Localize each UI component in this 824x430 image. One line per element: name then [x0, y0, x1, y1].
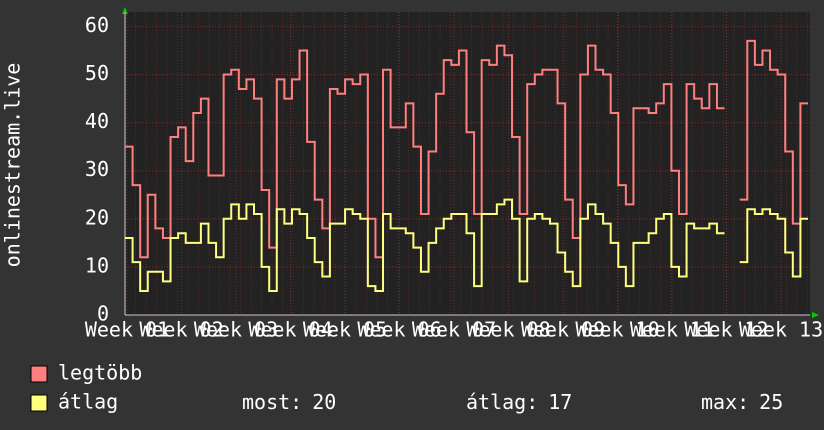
stat-value: 25 — [759, 390, 783, 414]
series-line — [739, 39, 808, 225]
stat-value: 20 — [312, 390, 336, 414]
x-tick-label: Week 07 — [412, 318, 496, 342]
legend-stat: átlag: 17 — [466, 390, 572, 414]
legend-label: legtöbb — [58, 361, 142, 385]
y-tick-label: 30 — [85, 157, 109, 181]
x-tick-label: Week 13 — [739, 318, 823, 342]
x-tick-label: Week 09 — [521, 318, 605, 342]
legend-label: átlag — [58, 390, 118, 414]
y-tick-label: 50 — [85, 61, 109, 85]
y-tick-label: 60 — [85, 13, 109, 37]
x-tick-label: Week 08 — [466, 318, 550, 342]
stat-label: most: — [242, 390, 302, 414]
stat-value: 17 — [548, 390, 572, 414]
series-line — [739, 208, 808, 278]
x-tick-label: Week 10 — [575, 318, 659, 342]
x-tick-label: Week 01 — [85, 318, 169, 342]
y-axis-label: onlinestream.live — [1, 63, 25, 268]
x-tick-label: Week 04 — [248, 318, 332, 342]
legend-stat: max: 25 — [701, 390, 783, 414]
stat-label: max: — [701, 390, 749, 414]
y-tick-label: 20 — [85, 205, 109, 229]
series-line — [125, 198, 725, 292]
legend-swatch — [30, 365, 48, 383]
y-tick-label: 0 — [97, 302, 109, 326]
x-tick-label: Week 06 — [357, 318, 441, 342]
x-tick-label: Week 03 — [194, 318, 278, 342]
y-tick-label: 10 — [85, 253, 109, 277]
stat-label: átlag: — [466, 390, 538, 414]
legend-swatch — [30, 394, 48, 412]
series-line — [125, 44, 725, 259]
x-tick-label: Week 02 — [139, 318, 223, 342]
x-tick-label: Week 11 — [630, 318, 714, 342]
x-tick-label: Week 05 — [303, 318, 387, 342]
x-tick-label: Week 12 — [684, 318, 768, 342]
x-arrow — [812, 312, 819, 318]
y-tick-label: 40 — [85, 109, 109, 133]
legend-stat: most: 20 — [242, 390, 336, 414]
